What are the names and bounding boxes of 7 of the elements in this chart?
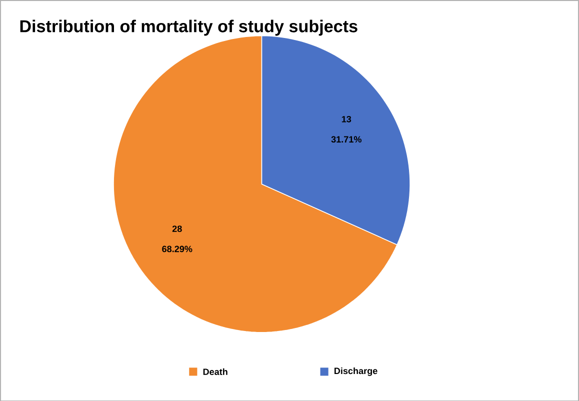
data-label: 13 [342,116,352,122]
text: 68.29% [162,246,192,252]
text: 31.71% [331,136,362,142]
chart-title: Distribution of mortality of study subjects [20,20,358,36]
legend-label: Discharge [334,367,378,376]
legend-label: Death [203,368,228,375]
data-label: 28 [172,225,182,232]
